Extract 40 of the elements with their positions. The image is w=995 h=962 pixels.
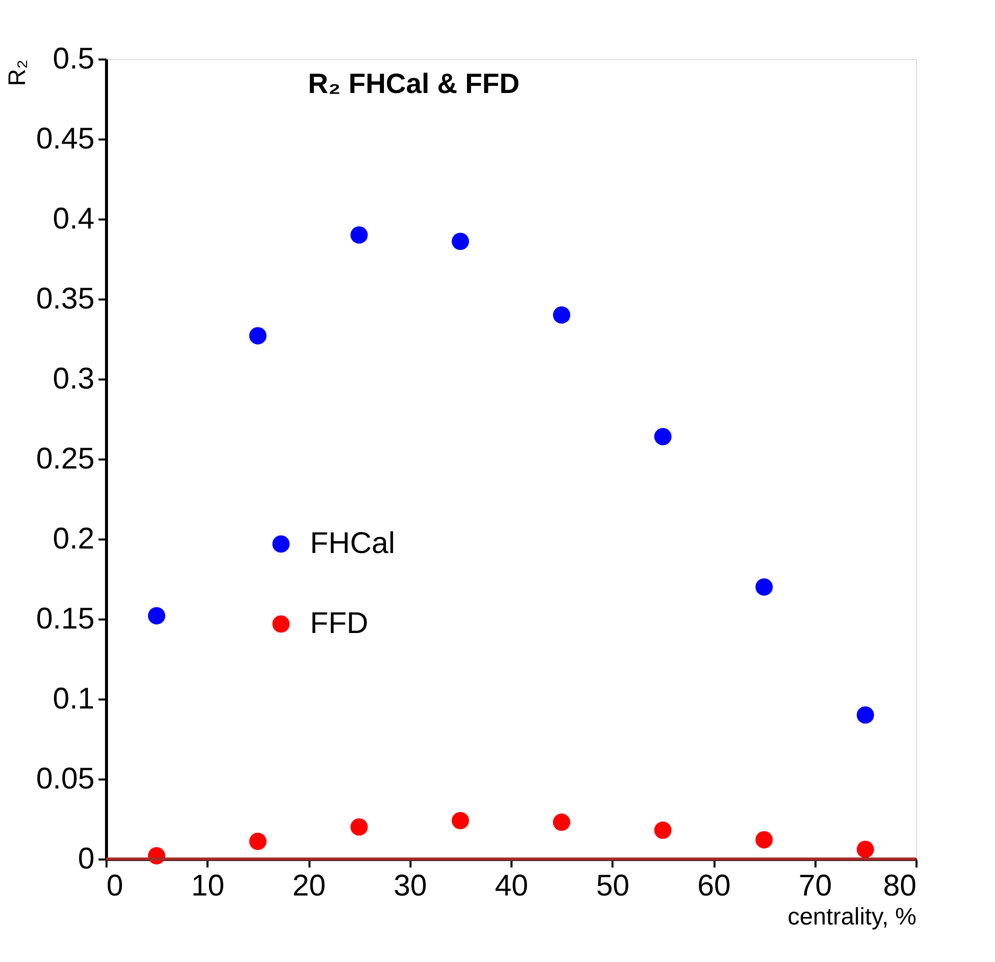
point [249, 327, 267, 344]
y-axis-title: R₂ [4, 60, 32, 86]
point [755, 831, 773, 848]
y-tick-label: 0.15 [36, 602, 94, 636]
x-tick-label: 10 [191, 870, 224, 902]
point [148, 607, 166, 624]
point [350, 818, 368, 836]
point [452, 812, 470, 830]
point [654, 822, 672, 839]
y-tick-label: 0 [78, 842, 94, 876]
x-tick-label: 20 [292, 870, 326, 902]
x-axis-title: centrality, % [788, 904, 916, 930]
y-tick-label: 0.45 [36, 122, 94, 156]
x-tick-label: 70 [798, 870, 832, 902]
point [452, 232, 470, 250]
y-tick-label: 0.35 [36, 282, 94, 316]
y-tick-label: 0.2 [52, 522, 94, 556]
point [856, 706, 874, 724]
point [350, 226, 368, 244]
x-tick-label: 30 [394, 870, 427, 902]
x-tick-label: 50 [596, 870, 630, 902]
x-tick-label: 60 [697, 870, 731, 902]
x-tick-label: 40 [494, 870, 528, 902]
point [856, 840, 874, 858]
legend-label: FFD [310, 607, 368, 640]
y-tick-label: 0.05 [36, 762, 94, 796]
x-tick-label: 80 [883, 870, 916, 902]
y-tick-label: 0.3 [52, 362, 94, 396]
y-tick-label: 0.25 [36, 442, 94, 476]
point [654, 428, 672, 446]
point [552, 306, 570, 324]
chart-title: R₂ FHCal & FFD [308, 68, 520, 99]
point [249, 832, 267, 850]
y-tick-label: 0.1 [52, 682, 94, 716]
y-tick-label: 0.4 [52, 202, 94, 236]
point [552, 814, 570, 831]
x-tick-label: 0 [106, 870, 124, 902]
point [755, 578, 773, 596]
legend-label: FHCal [310, 527, 396, 560]
y-tick-label: 0.5 [52, 42, 94, 76]
